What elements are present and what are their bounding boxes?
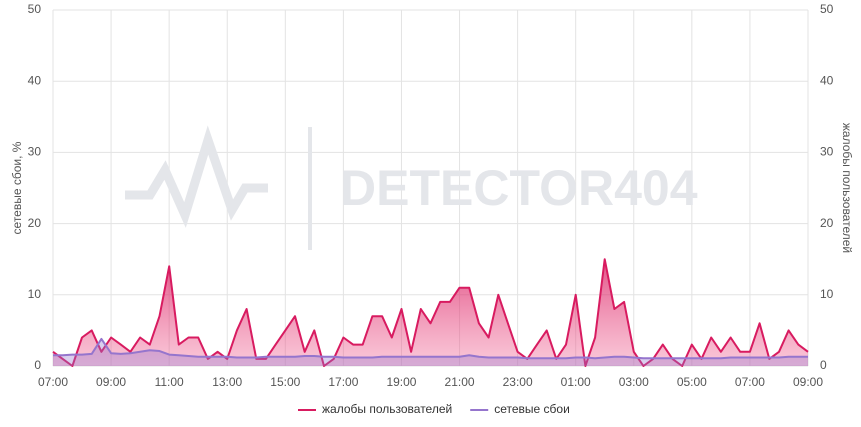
x-tick-label: 11:00	[155, 375, 184, 389]
x-tick-label: 17:00	[328, 375, 358, 389]
y2-tick-label: 30	[820, 145, 834, 159]
x-tick-label: 21:00	[445, 375, 475, 389]
y-tick-label: 0	[34, 358, 41, 372]
x-tick-label: 09:00	[793, 375, 823, 389]
x-tick-label: 07:00	[735, 375, 765, 389]
series-line	[53, 337, 808, 360]
y-tick-label: 10	[28, 287, 42, 301]
x-tick-label: 09:00	[96, 375, 126, 389]
series-area	[53, 338, 808, 366]
x-tick-label: 05:00	[677, 375, 707, 389]
legend-label: сетевые сбои	[494, 402, 570, 416]
series-line	[52, 258, 809, 367]
watermark-logo	[125, 125, 312, 250]
y2-tick-label: 40	[820, 73, 834, 87]
x-tick-label: 15:00	[270, 375, 300, 389]
x-tick-label: 13:00	[212, 375, 242, 389]
x-tick-label: 03:00	[619, 375, 649, 389]
x-tick-label: 07:00	[38, 375, 68, 389]
y2-tick-label: 10	[820, 287, 834, 301]
y-tick-label: 20	[28, 216, 42, 230]
x-tick-label: 01:00	[561, 375, 591, 389]
x-tick-label: 23:00	[503, 375, 533, 389]
y-tick-label: 30	[28, 145, 42, 159]
y2-tick-label: 0	[820, 358, 827, 372]
x-tick-label: 19:00	[386, 375, 416, 389]
series-area	[53, 259, 808, 366]
watermark: DETECTOR404	[340, 160, 698, 216]
y2-tick-label: 50	[820, 2, 834, 16]
y-tick-label: 50	[28, 2, 42, 16]
y-axis-label: сетевые сбои, %	[10, 141, 24, 234]
legend-label: жалобы пользователей	[322, 402, 452, 416]
y2-axis-label: жалобы пользователей	[840, 123, 854, 253]
y2-tick-label: 20	[820, 216, 834, 230]
y-tick-label: 40	[28, 73, 42, 87]
